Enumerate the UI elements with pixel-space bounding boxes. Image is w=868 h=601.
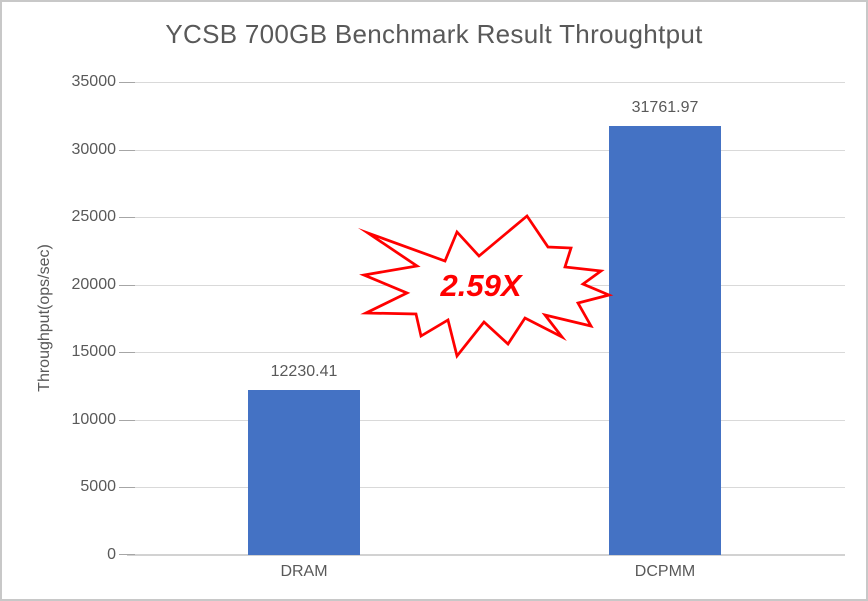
y-tick-mark <box>119 352 135 353</box>
y-tick-mark <box>119 150 135 151</box>
y-axis-title: Throughput(ops/sec) <box>36 244 53 392</box>
bar-dram <box>248 390 360 555</box>
y-tick-mark <box>119 554 135 555</box>
x-tick-label-dram: DRAM <box>280 563 328 580</box>
y-tick-mark <box>119 420 135 421</box>
explosion-annotation: 2.59X <box>357 213 614 360</box>
gridline <box>127 420 845 421</box>
gridline <box>127 82 845 83</box>
data-label-dcpmm: 31761.97 <box>631 99 699 116</box>
y-tick-mark <box>119 487 135 488</box>
gridline <box>127 487 845 488</box>
y-tick-label: 5000 <box>80 478 116 495</box>
y-tick-label: 35000 <box>71 73 117 90</box>
bar-dcpmm <box>609 126 721 555</box>
bar-column-dram: 12230.41 <box>229 82 379 555</box>
y-tick-label: 15000 <box>71 343 117 360</box>
gridline <box>127 217 845 218</box>
gridline <box>127 352 845 353</box>
y-tick-label: 20000 <box>71 276 117 293</box>
bar-column-dcpmm: 31761.97 <box>590 82 740 555</box>
x-tick-label-dcpmm: DCPMM <box>634 563 696 580</box>
y-tick-mark <box>119 285 135 286</box>
annotation-text: 2.59X <box>439 268 523 303</box>
y-tick-label: 30000 <box>71 141 117 158</box>
y-tick-mark <box>119 82 135 83</box>
x-axis-line <box>127 554 845 556</box>
y-tick-label: 25000 <box>71 208 117 225</box>
data-label-dram: 12230.41 <box>270 363 338 380</box>
explosion-burst-shape <box>357 213 614 360</box>
y-tick-mark <box>119 217 135 218</box>
chart-title: YCSB 700GB Benchmark Result Throughtput <box>165 19 703 49</box>
y-tick-label: 10000 <box>71 411 117 428</box>
y-tick-label: 0 <box>107 546 116 563</box>
gridline <box>127 150 845 151</box>
